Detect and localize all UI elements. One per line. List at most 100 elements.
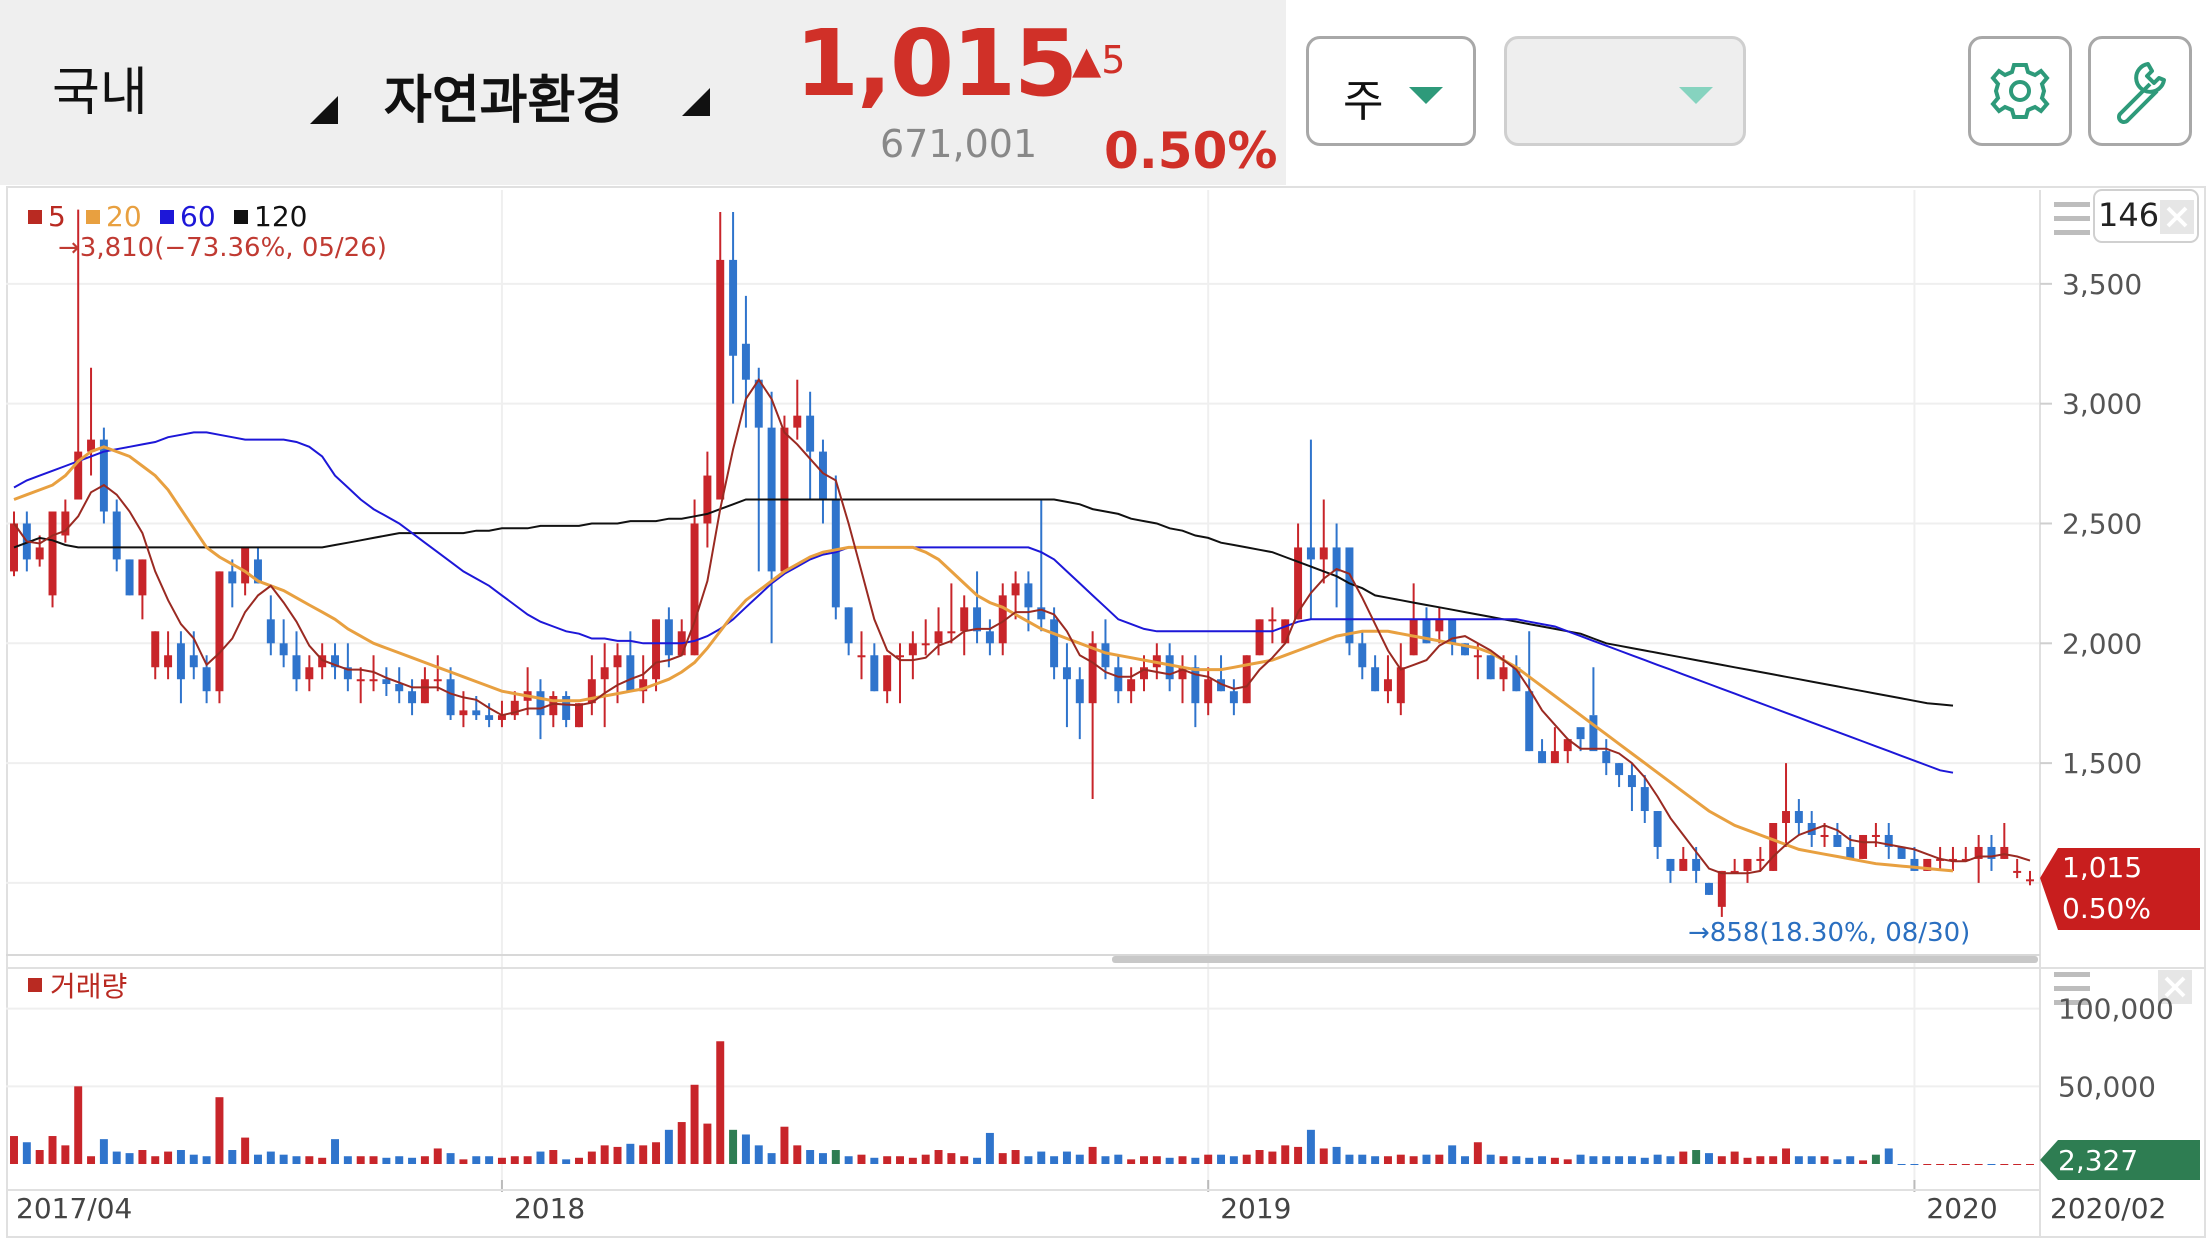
candle bbox=[433, 655, 442, 692]
candle-body bbox=[356, 679, 365, 682]
candle-body bbox=[883, 655, 892, 692]
candle-body bbox=[305, 667, 314, 680]
volume-bar bbox=[587, 1151, 596, 1164]
volume-bar bbox=[793, 1145, 802, 1164]
candle-body bbox=[1666, 858, 1675, 871]
candle bbox=[112, 499, 121, 572]
candle-body bbox=[10, 523, 18, 572]
candle-body bbox=[1743, 858, 1752, 871]
candle-body bbox=[228, 571, 237, 584]
volume-bar bbox=[1191, 1157, 1200, 1164]
candle-body bbox=[664, 619, 673, 656]
volume-bar bbox=[1730, 1151, 1739, 1164]
volume-axis: 100,000 50,000 bbox=[2058, 993, 2174, 1104]
market-dropdown-icon[interactable] bbox=[310, 96, 338, 124]
candle bbox=[253, 547, 262, 584]
candle-body bbox=[998, 595, 1007, 644]
volume-bar bbox=[1281, 1145, 1290, 1164]
volume-legend: 거래량 bbox=[28, 970, 127, 1003]
volume-bar bbox=[1782, 1148, 1791, 1164]
volume-bar bbox=[1756, 1156, 1765, 1164]
market-selector[interactable]: 국내 bbox=[52, 63, 148, 123]
candle bbox=[99, 427, 108, 524]
candle bbox=[1512, 655, 1521, 692]
candle bbox=[151, 631, 160, 680]
candle bbox=[934, 607, 943, 656]
volume-bar bbox=[870, 1157, 879, 1164]
candle bbox=[1807, 811, 1816, 847]
candle-body bbox=[652, 619, 661, 680]
volume-bar bbox=[1383, 1156, 1392, 1164]
tools-button[interactable] bbox=[2088, 36, 2192, 146]
candle-body bbox=[1473, 655, 1482, 658]
volume-bar bbox=[1948, 1164, 1957, 1165]
volume-bar bbox=[985, 1132, 994, 1164]
candle-body bbox=[138, 559, 147, 596]
volume-bar bbox=[1217, 1154, 1226, 1164]
volume-bar bbox=[1114, 1154, 1123, 1164]
volume-bar bbox=[1910, 1164, 1919, 1165]
volume-bar bbox=[1358, 1154, 1367, 1164]
chart-scrollbar[interactable] bbox=[1112, 956, 2038, 963]
candles bbox=[10, 209, 2034, 917]
candle-body bbox=[1961, 858, 1970, 861]
candle-body bbox=[266, 619, 275, 644]
volume-title: 거래량 bbox=[50, 970, 127, 1003]
candle-body bbox=[1833, 834, 1842, 847]
candle-body bbox=[921, 643, 930, 646]
candle bbox=[1948, 846, 1957, 871]
volume-bar bbox=[652, 1142, 661, 1164]
candle bbox=[356, 667, 365, 704]
volume-bar bbox=[1140, 1156, 1148, 1164]
sector-selector[interactable]: 자연과환경 bbox=[384, 71, 624, 131]
candle bbox=[1884, 823, 1893, 859]
candle-body bbox=[1499, 667, 1508, 680]
candle bbox=[1550, 727, 1559, 764]
volume-menu-icon[interactable] bbox=[2054, 972, 2090, 1005]
volume-bar bbox=[61, 1145, 70, 1164]
secondary-select[interactable] bbox=[1504, 36, 1746, 146]
volume-bar bbox=[1448, 1145, 1457, 1164]
candle-body bbox=[896, 655, 904, 658]
candle bbox=[600, 643, 609, 728]
volume-bar bbox=[356, 1156, 365, 1164]
volume-bar bbox=[1152, 1156, 1161, 1164]
candle bbox=[1769, 823, 1778, 871]
chart-menu-icon[interactable] bbox=[2054, 202, 2090, 235]
candle bbox=[857, 631, 866, 680]
candle-body bbox=[1589, 715, 1598, 752]
period-select[interactable]: 주 bbox=[1306, 36, 1476, 146]
volume-bar bbox=[626, 1143, 635, 1164]
sector-dropdown-icon[interactable] bbox=[682, 88, 710, 116]
candle-body bbox=[690, 523, 699, 656]
volume-bar bbox=[1178, 1156, 1187, 1164]
candle-body bbox=[1204, 679, 1213, 704]
candle-body bbox=[1306, 547, 1315, 560]
volume-bar bbox=[575, 1157, 583, 1164]
volume-bar bbox=[613, 1146, 622, 1164]
candle bbox=[1666, 858, 1675, 883]
ma120-line bbox=[13, 498, 1954, 707]
volume-close-icon[interactable] bbox=[2158, 970, 2192, 1004]
candle-body bbox=[1910, 858, 1919, 871]
volume-tick-label: 50,000 bbox=[2058, 1070, 2156, 1103]
price-change: ▲5 bbox=[1072, 38, 1126, 82]
ma5-line bbox=[13, 377, 2031, 875]
legend-ma5: 5 bbox=[48, 200, 66, 233]
candle-body bbox=[1101, 643, 1110, 668]
close-icon[interactable] bbox=[2160, 200, 2194, 234]
candle-body bbox=[74, 451, 83, 500]
price-tick-label: 2,000 bbox=[2062, 627, 2142, 660]
candle-body bbox=[587, 679, 596, 704]
volume-bar bbox=[1923, 1164, 1932, 1165]
candle-body bbox=[241, 547, 250, 584]
candle-body bbox=[1281, 619, 1290, 644]
volume-bar bbox=[1897, 1164, 1906, 1165]
candle-body bbox=[716, 259, 725, 500]
settings-button[interactable] bbox=[1968, 36, 2072, 146]
candle-body bbox=[1088, 643, 1097, 704]
candle bbox=[985, 619, 994, 656]
candle bbox=[1294, 523, 1303, 620]
volume-bar bbox=[382, 1157, 391, 1164]
